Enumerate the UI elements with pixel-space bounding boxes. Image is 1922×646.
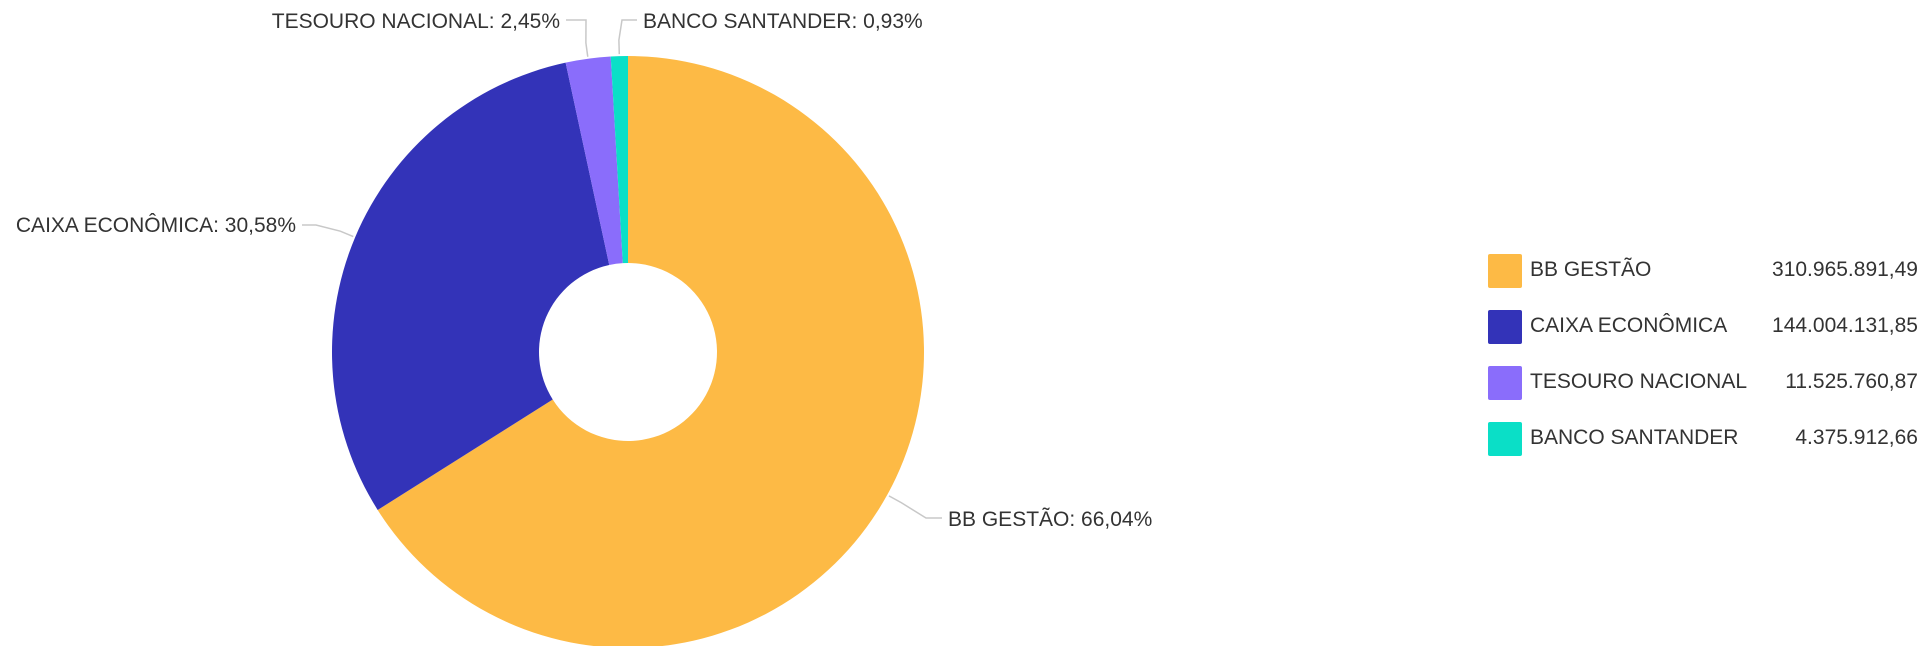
data-label-banco-santander: BANCO SANTANDER: 0,93% [643,10,923,33]
legend-label: BANCO SANTANDER [1530,426,1739,449]
legend-item-banco-santander[interactable]: BANCO SANTANDER 4.375.912,66 [1488,418,1918,474]
slice-caixa-economica[interactable] [331,62,610,510]
legend-item-bb-gestao[interactable]: BB GESTÃO 310.965.891,49 [1488,250,1918,306]
leader-line [302,224,354,238]
legend-value: 11.525.760,87 [1785,370,1918,393]
legend-label: BB GESTÃO [1530,258,1652,281]
legend-item-caixa-economica[interactable]: CAIXA ECONÔMICA 144.004.131,85 [1488,306,1918,362]
leader-lines-group [302,19,942,519]
leader-line [888,495,942,519]
legend-item-tesouro-nacional[interactable]: TESOURO NACIONAL 11.525.760,87 [1488,362,1918,418]
legend-value: 144.004.131,85 [1772,314,1918,337]
data-label-caixa-economica: CAIXA ECONÔMICA: 30,58% [16,214,296,237]
legend-swatch [1488,310,1522,344]
legend-swatch [1488,366,1522,400]
donut-chart: BB GESTÃO: 66,04% CAIXA ECONÔMICA: 30,58%… [16,10,1152,646]
legend-label: CAIXA ECONÔMICA [1530,314,1728,337]
legend-value: 310.965.891,49 [1772,258,1918,281]
legend-swatch [1488,422,1522,456]
slice-tesouro-nacional[interactable] [565,56,623,265]
slices-group [331,56,924,646]
data-label-tesouro-nacional: TESOURO NACIONAL: 2,45% [272,10,560,33]
slice-bb-gestao[interactable] [377,56,924,646]
legend: BB GESTÃO 310.965.891,49 CAIXA ECONÔMICA… [1488,250,1918,474]
legend-swatch [1488,254,1522,288]
leader-line [618,19,637,55]
legend-label: TESOURO NACIONAL [1530,370,1748,393]
legend-value: 4.375.912,66 [1795,426,1918,449]
data-labels-group: BB GESTÃO: 66,04% CAIXA ECONÔMICA: 30,58%… [16,10,1152,531]
slice-banco-santander[interactable] [610,56,628,264]
data-label-bb-gestao: BB GESTÃO: 66,04% [948,507,1152,531]
leader-line [566,19,589,57]
